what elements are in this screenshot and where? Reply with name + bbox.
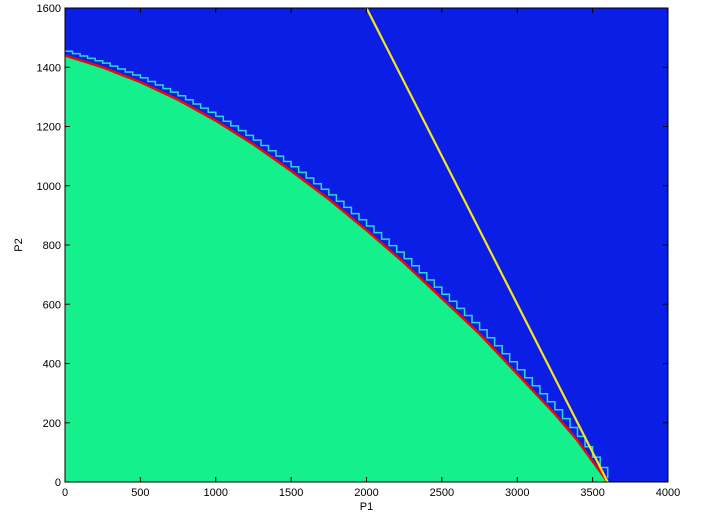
x-tick-label: 2500 — [430, 487, 454, 499]
y-tick-label: 1000 — [37, 181, 61, 193]
x-tick-label: 1000 — [204, 487, 228, 499]
x-axis-ticks: 0 500 1000 1500 2000 2500 3000 3500 4000 — [62, 8, 680, 499]
y-tick-label: 1600 — [37, 3, 61, 15]
x-axis-label: P1 — [360, 501, 373, 513]
y-tick-label: 200 — [43, 418, 61, 430]
x-tick-label: 1500 — [279, 487, 303, 499]
x-tick-label: 3000 — [505, 487, 529, 499]
x-tick-label: 500 — [131, 487, 149, 499]
x-tick-label: 4000 — [656, 487, 680, 499]
y-tick-label: 400 — [43, 359, 61, 371]
y-tick-label: 800 — [43, 240, 61, 252]
feasible-edge-staircase — [65, 50, 609, 478]
y-axis-label: P2 — [13, 238, 25, 251]
y-tick-label: 600 — [43, 299, 61, 311]
tangent-line — [365, 7, 609, 483]
x-tick-label: 0 — [62, 487, 68, 499]
feasible-region — [65, 55, 608, 483]
x-tick-label: 3500 — [580, 487, 604, 499]
x-tick-label: 2000 — [354, 487, 378, 499]
y-tick-label: 0 — [55, 477, 61, 489]
y-axis-ticks: 0 200 400 600 800 1000 1200 1400 1600 — [37, 3, 668, 489]
y-tick-label: 1400 — [37, 62, 61, 74]
boundary-curve — [64, 54, 609, 483]
y-tick-label: 1200 — [37, 122, 61, 134]
